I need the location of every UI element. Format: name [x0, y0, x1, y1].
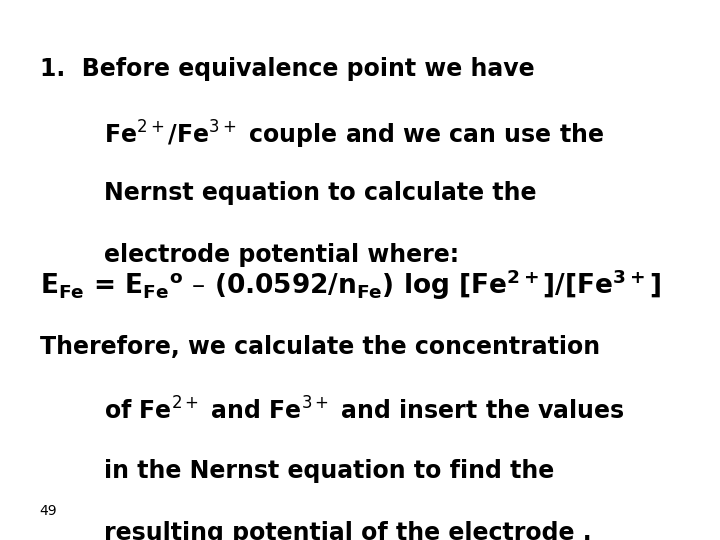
Text: of Fe$^{2+}$ and Fe$^{3+}$ and insert the values: of Fe$^{2+}$ and Fe$^{3+}$ and insert th…: [104, 397, 625, 424]
Text: Fe$^{2+}$/Fe$^{3+}$ couple and we can use the: Fe$^{2+}$/Fe$^{3+}$ couple and we can us…: [104, 119, 605, 151]
Text: $\mathbf{E_{Fe}}$ = $\mathbf{E_{Fe}}$$\mathbf{^{o}}$ – (0.0592/n$\mathbf{_{Fe}}$: $\mathbf{E_{Fe}}$ = $\mathbf{E_{Fe}}$$\m…: [40, 267, 660, 302]
Text: Therefore, we calculate the concentration: Therefore, we calculate the concentratio…: [40, 335, 600, 359]
Text: 49: 49: [40, 504, 57, 518]
Text: Nernst equation to calculate the: Nernst equation to calculate the: [104, 181, 537, 205]
Text: 1.  Before equivalence point we have: 1. Before equivalence point we have: [40, 57, 534, 80]
Text: in the Nernst equation to find the: in the Nernst equation to find the: [104, 459, 554, 483]
Text: resulting potential of the electrode .: resulting potential of the electrode .: [104, 521, 592, 540]
Text: electrode potential where:: electrode potential where:: [104, 243, 459, 267]
